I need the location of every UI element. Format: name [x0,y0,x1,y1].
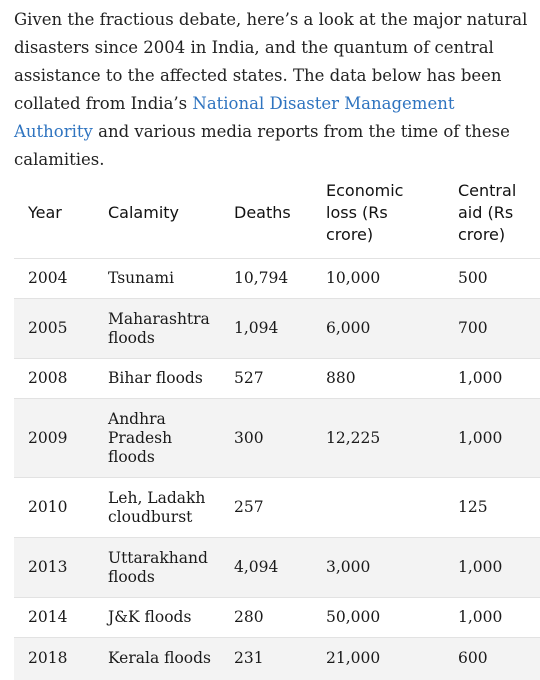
table-row: 2004 Tsunami 10,794 10,000 500 [14,258,540,299]
disasters-table: Year Calamity Deaths Economic loss (Rs c… [14,168,540,680]
cell-economic-loss: 6,000 [326,298,458,359]
header-calamity: Calamity [108,203,179,222]
cell-economic-loss: 12,225 [326,398,458,478]
cell-deaths: 10,794 [234,258,326,299]
cell-economic-loss [326,477,458,538]
cell-central-aid: 1,000 [458,597,540,638]
table-row: 2005 Maharashtra floods 1,094 6,000 700 [14,298,540,359]
cell-central-aid: 1,000 [458,358,540,399]
cell-deaths: 527 [234,358,326,399]
cell-deaths: 1,094 [234,298,326,359]
header-deaths: Deaths [234,203,291,222]
cell-central-aid: 500 [458,258,540,299]
cell-calamity: Tsunami [108,258,234,299]
cell-year: 2013 [14,537,108,598]
cell-year: 2010 [14,477,108,538]
table-row: 2018 Kerala floods 231 21,000 600 [14,637,540,680]
header-economic-loss: Economic loss (Rs crore) [326,181,404,244]
cell-central-aid: 600 [458,637,540,680]
cell-year: 2014 [14,597,108,638]
cell-calamity: Uttarakhand floods [108,537,234,598]
cell-year: 2009 [14,398,108,478]
cell-calamity: Andhra Pradesh floods [108,398,234,478]
cell-deaths: 280 [234,597,326,638]
table-row: 2010 Leh, Ladakh cloudburst 257 125 [14,477,540,538]
cell-central-aid: 1,000 [458,537,540,598]
cell-central-aid: 700 [458,298,540,359]
cell-economic-loss: 10,000 [326,258,458,299]
table-row: 2013 Uttarakhand floods 4,094 3,000 1,00… [14,537,540,598]
cell-calamity: Leh, Ladakh cloudburst [108,477,234,538]
cell-deaths: 257 [234,477,326,538]
cell-year: 2008 [14,358,108,399]
intro-text-start: Given the fractious debate, here’s a loo… [14,10,528,113]
table-row: 2014 J&K floods 280 50,000 1,000 [14,597,540,638]
cell-year: 2005 [14,298,108,359]
cell-calamity: J&K floods [108,597,234,638]
table-header-row: Year Calamity Deaths Economic loss (Rs c… [14,168,540,259]
table-row: 2008 Bihar floods 527 880 1,000 [14,358,540,399]
cell-calamity: Maharashtra floods [108,298,234,359]
cell-year: 2004 [14,258,108,299]
ndma-link[interactable]: National Disaster Management Authority [14,94,455,141]
cell-economic-loss: 880 [326,358,458,399]
cell-economic-loss: 3,000 [326,537,458,598]
cell-central-aid: 125 [458,477,540,538]
cell-deaths: 231 [234,637,326,680]
table-row: 2009 Andhra Pradesh floods 300 12,225 1,… [14,398,540,478]
intro-text-end: and various media reports from the time … [14,122,510,169]
header-year: Year [28,203,62,222]
intro-paragraph: Given the fractious debate, here’s a loo… [14,6,536,174]
cell-central-aid: 1,000 [458,398,540,478]
cell-economic-loss: 21,000 [326,637,458,680]
cell-deaths: 300 [234,398,326,478]
cell-calamity: Bihar floods [108,358,234,399]
cell-calamity: Kerala floods [108,637,234,680]
header-central-aid: Central aid (Rs crore) [458,181,517,244]
cell-deaths: 4,094 [234,537,326,598]
cell-economic-loss: 50,000 [326,597,458,638]
cell-year: 2018 [14,637,108,680]
